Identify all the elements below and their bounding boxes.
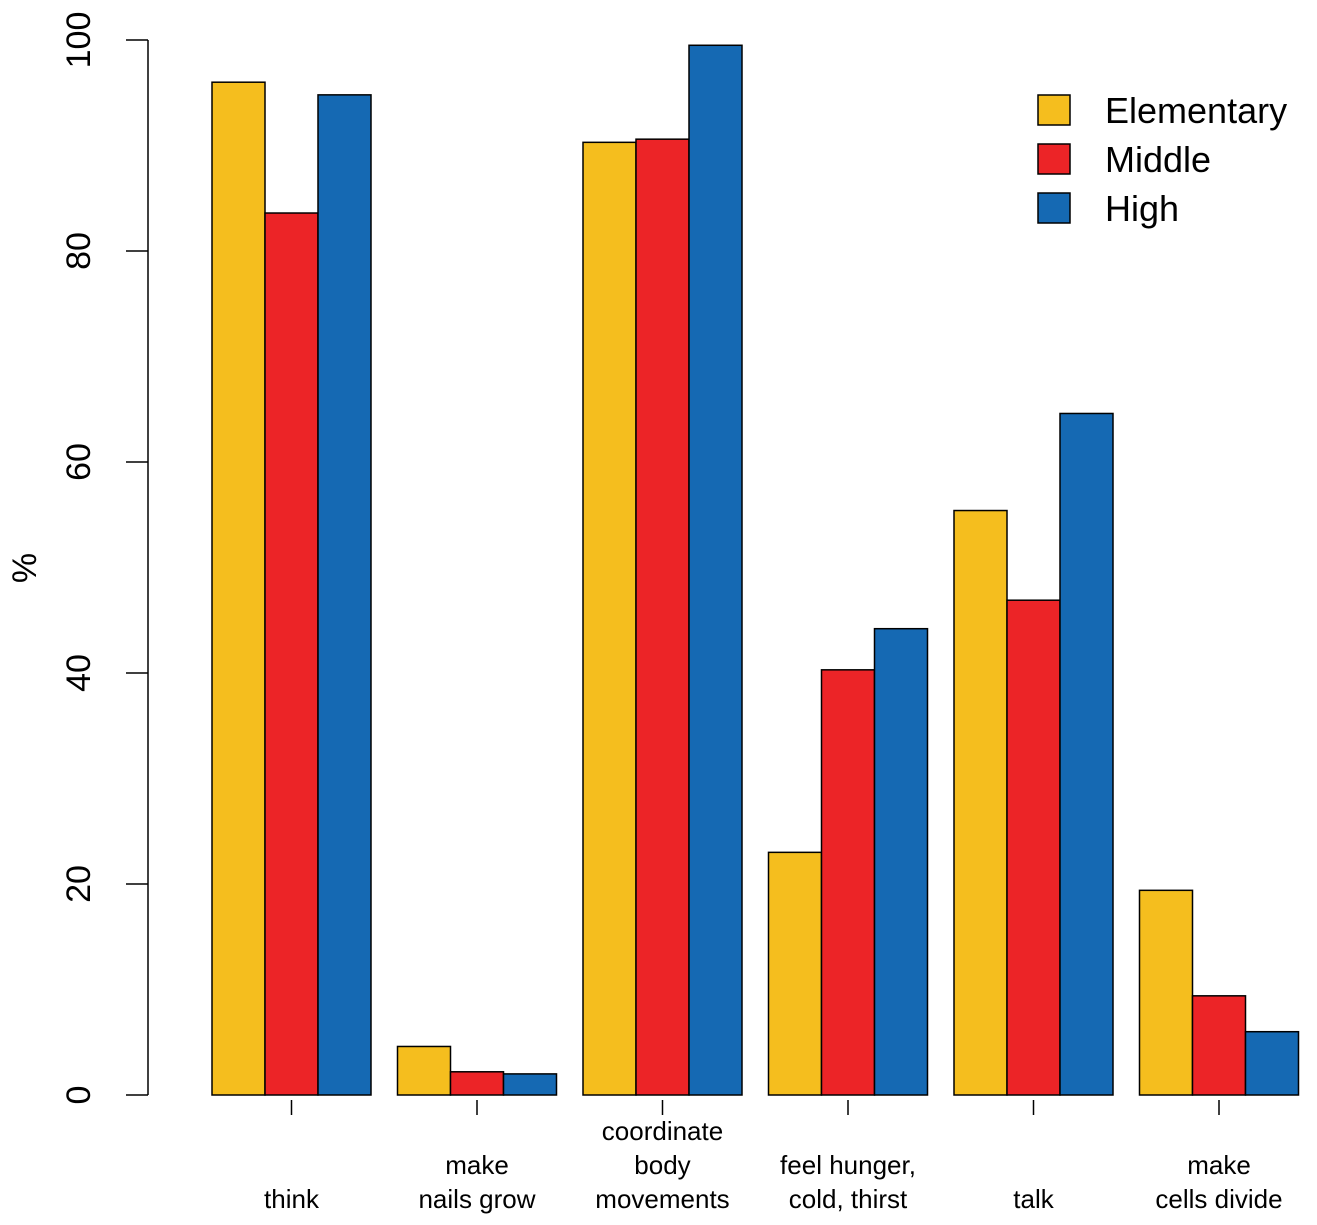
x-axis: think make nails grow coordinate body movemen… (264, 1100, 1283, 1214)
bar-middle-0 (264, 212, 319, 1096)
bar-elementary-4 (953, 509, 1008, 1096)
legend-swatch-middle (1037, 143, 1071, 175)
bars-group (211, 44, 1300, 1096)
bar-high-0 (317, 94, 372, 1096)
legend-label-elementary: Elementary (1105, 90, 1287, 131)
bar-high-3 (873, 627, 929, 1096)
y-tick-label: 100 (60, 12, 98, 69)
bar-middle-3 (820, 669, 876, 1096)
y-axis-label: % (6, 553, 44, 583)
x-tick-label: talk (1013, 1184, 1054, 1214)
bar-elementary-2 (582, 141, 637, 1096)
legend: Elementary Middle High (1037, 90, 1287, 229)
y-tick-label: 40 (60, 654, 98, 692)
bar-middle-5 (1191, 995, 1247, 1096)
bar-middle-2 (635, 138, 690, 1096)
y-tick-label: 80 (60, 232, 98, 270)
legend-swatch-elementary (1037, 94, 1071, 126)
x-tick-label: think (264, 1184, 320, 1214)
bar-middle-4 (1006, 599, 1061, 1096)
bar-middle-1 (449, 1071, 505, 1096)
x-tick-label: feel hunger, (780, 1150, 916, 1180)
x-tick-label: coordinate (602, 1116, 723, 1146)
x-tick-label: make (445, 1150, 509, 1180)
x-tick-label: body (634, 1150, 690, 1180)
y-tick-label: 20 (60, 865, 98, 903)
bar-elementary-1 (396, 1045, 452, 1096)
bar-high-2 (688, 44, 743, 1096)
legend-label-high: High (1105, 188, 1179, 229)
bar-high-5 (1244, 1030, 1300, 1096)
y-tick-label: 0 (60, 1086, 98, 1105)
x-tick-label: nails grow (418, 1184, 535, 1214)
legend-label-middle: Middle (1105, 139, 1211, 180)
x-tick-label: make (1187, 1150, 1251, 1180)
bar-elementary-0 (211, 81, 266, 1096)
y-tick-label: 60 (60, 443, 98, 481)
x-tick-label: movements (595, 1184, 729, 1214)
legend-swatch-high (1037, 192, 1071, 224)
x-tick-label: cells divide (1155, 1184, 1282, 1214)
bar-elementary-3 (767, 851, 823, 1096)
bar-high-4 (1059, 412, 1114, 1096)
bar-high-1 (502, 1073, 558, 1096)
bar-elementary-5 (1138, 889, 1194, 1096)
y-axis: 0 20 40 60 80 100 (60, 12, 149, 1105)
x-tick-label: cold, thirst (789, 1184, 908, 1214)
